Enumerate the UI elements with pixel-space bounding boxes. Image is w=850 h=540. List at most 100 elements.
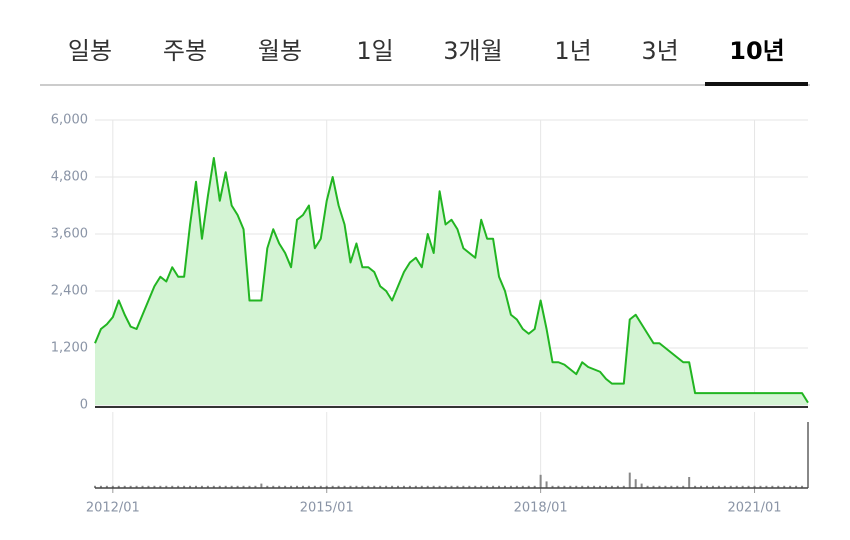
volume-bar [610, 485, 613, 488]
volume-bar [236, 485, 239, 488]
volume-bar [462, 485, 465, 488]
volume-bar [587, 485, 590, 488]
volume-bar [527, 485, 530, 488]
tab[interactable]: 3개월 [443, 37, 502, 65]
volume-bar [801, 485, 804, 488]
volume-bar [563, 485, 566, 488]
volume-bar [783, 485, 786, 488]
volume-bar [735, 485, 738, 488]
volume-bar [729, 485, 732, 488]
volume-bar [492, 485, 495, 488]
volume-bar [218, 485, 221, 488]
tab[interactable]: 10년 [729, 37, 784, 65]
volume-bar [688, 477, 691, 488]
volume-bar [266, 485, 269, 488]
volume-bar [498, 485, 501, 488]
y-tick-label: 6,000 [51, 113, 88, 128]
volume-bar [301, 485, 304, 488]
volume-bar [349, 485, 352, 488]
volume-bar [575, 485, 578, 488]
y-tick-label: 3,600 [51, 227, 88, 242]
tab[interactable]: 월봉 [258, 37, 302, 65]
volume-bar [705, 485, 708, 488]
tab[interactable]: 3년 [641, 37, 678, 65]
volume-bar [676, 485, 679, 488]
volume-bar [533, 485, 536, 488]
volume-bar [432, 485, 435, 488]
volume-bar [634, 479, 637, 488]
tab[interactable]: 일봉 [68, 37, 112, 65]
volume-bar [94, 485, 96, 488]
volume-bar [700, 485, 703, 488]
volume-bar [385, 485, 388, 488]
volume-bar [664, 485, 667, 488]
volume-bar [795, 485, 798, 488]
volume-bar [129, 485, 132, 488]
volume-bar [343, 485, 346, 488]
y-tick-label: 4,800 [51, 170, 88, 185]
volume-bar [111, 485, 114, 488]
volume-bar [105, 485, 108, 488]
volume-bar [682, 485, 685, 488]
volume-bar [254, 485, 257, 488]
volume-bar [694, 485, 697, 488]
volume-bar [248, 485, 251, 488]
volume-bar [486, 485, 489, 488]
volume-bar [224, 485, 227, 488]
volume-bar [325, 485, 328, 488]
tab[interactable]: 1년 [554, 37, 591, 65]
volume-bar [200, 485, 203, 488]
volume-bar [420, 485, 423, 488]
volume-bar [759, 485, 762, 488]
volume-bar [723, 485, 726, 488]
volume-bar [284, 485, 287, 488]
volume-bar [604, 485, 607, 488]
volume-bar [717, 485, 720, 488]
volume-bar [313, 485, 316, 488]
tab[interactable]: 1일 [356, 37, 393, 65]
volume-bar [195, 485, 198, 488]
volume-bar [397, 485, 400, 488]
volume-bar [414, 485, 417, 488]
volume-bar [545, 481, 548, 488]
volume-bar [290, 485, 293, 488]
volume-bar [307, 485, 310, 488]
volume-bar [765, 485, 768, 488]
volume-bar [355, 485, 358, 488]
volume-bar [153, 485, 156, 488]
volume-bar [189, 485, 192, 488]
y-tick-label: 0 [80, 398, 88, 413]
volume-bar [771, 485, 774, 488]
volume-bar [373, 485, 376, 488]
volume-bar [165, 485, 168, 488]
volume-bar [171, 485, 174, 488]
volume-bar [230, 485, 233, 488]
volume-bar [337, 485, 340, 488]
volume-bar [593, 485, 596, 488]
volume-bar [402, 485, 405, 488]
volume-bar [212, 485, 215, 488]
volume-bar [426, 485, 429, 488]
volume-bar [361, 485, 364, 488]
price-area [95, 158, 808, 405]
x-tick-label: 2012/01 [86, 501, 140, 516]
volume-bar [503, 485, 506, 488]
volume-bar [789, 485, 792, 488]
volume-bar [141, 485, 144, 488]
volume-bar [670, 485, 673, 488]
x-tick-label: 2018/01 [514, 501, 568, 516]
volume-bar [599, 485, 602, 488]
tab[interactable]: 주봉 [163, 37, 207, 65]
volume-bar [711, 485, 714, 488]
volume-bar [551, 485, 554, 488]
volume-bar [539, 474, 542, 488]
volume-bar [474, 485, 477, 488]
volume-bar [99, 485, 102, 488]
volume-bar [741, 485, 744, 488]
x-tick-label: 2021/01 [728, 501, 782, 516]
volume-bar [515, 485, 518, 488]
volume-bar [260, 483, 263, 488]
volume-bar [569, 485, 572, 488]
volume-bar [640, 483, 643, 488]
